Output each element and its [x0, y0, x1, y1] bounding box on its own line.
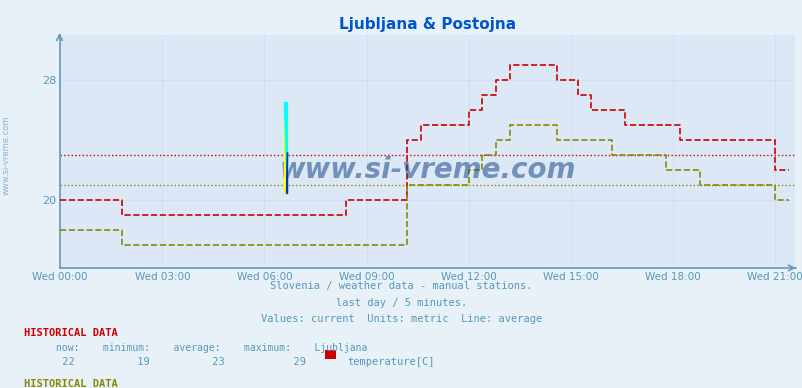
- Bar: [284, 102, 287, 192]
- Text: HISTORICAL DATA: HISTORICAL DATA: [24, 328, 118, 338]
- Text: now:    minimum:    average:    maximum:    Ljubljana: now: minimum: average: maximum: Ljubljan…: [56, 343, 367, 353]
- Text: www.si-vreme.com: www.si-vreme.com: [2, 116, 11, 195]
- Text: HISTORICAL DATA: HISTORICAL DATA: [24, 379, 118, 388]
- Text: last day / 5 minutes.: last day / 5 minutes.: [335, 298, 467, 308]
- Text: www.si-vreme.com: www.si-vreme.com: [279, 156, 575, 184]
- Polygon shape: [286, 152, 287, 192]
- Text: 22          19          23           29: 22 19 23 29: [56, 357, 306, 367]
- Title: Ljubljana & Postojna: Ljubljana & Postojna: [338, 17, 516, 32]
- Polygon shape: [284, 102, 287, 192]
- Text: Slovenia / weather data - manual stations.: Slovenia / weather data - manual station…: [270, 281, 532, 291]
- Text: temperature[C]: temperature[C]: [346, 357, 434, 367]
- Text: Values: current  Units: metric  Line: average: Values: current Units: metric Line: aver…: [261, 314, 541, 324]
